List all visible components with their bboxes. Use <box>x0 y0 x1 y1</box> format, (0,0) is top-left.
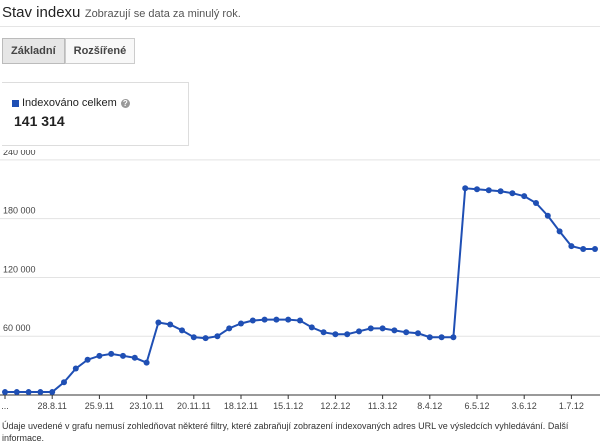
data-point <box>25 389 32 396</box>
y-tick-label: 240 000 <box>3 150 36 157</box>
data-point <box>308 324 315 331</box>
data-point <box>521 193 528 200</box>
data-point <box>143 359 150 366</box>
data-point <box>61 379 67 386</box>
x-tick-label: 11.3.12 <box>368 401 397 411</box>
data-point <box>49 389 56 396</box>
subtitle: Zobrazují se data za minulý rok. <box>84 8 241 20</box>
tab[interactable]: Rozšířené <box>64 38 136 64</box>
help-icon[interactable]: ? <box>120 98 130 108</box>
data-point <box>131 354 138 361</box>
legend-swatch <box>12 99 19 107</box>
y-tick-label: 120 000 <box>3 264 36 274</box>
x-tick-label: 6.5.12 <box>464 401 489 411</box>
data-point <box>202 335 209 342</box>
data-point <box>238 320 244 327</box>
data-point <box>249 317 256 324</box>
data-point <box>367 325 374 332</box>
data-point <box>226 325 233 332</box>
data-point <box>474 186 480 193</box>
data-point <box>320 329 327 336</box>
x-tick-label: 3.6.12 <box>512 401 537 411</box>
tabs: Základní Rozšířené <box>2 38 136 64</box>
data-point <box>462 185 469 192</box>
data-point <box>179 327 185 334</box>
data-point <box>167 321 174 328</box>
x-tick-label: 23.10.11 <box>129 401 163 411</box>
data-point <box>297 317 303 324</box>
data-point <box>509 190 516 197</box>
x-tick-label: 25.9.11 <box>85 401 114 411</box>
data-point <box>2 389 8 396</box>
x-tick-label: ... <box>1 401 9 411</box>
data-point <box>273 316 280 323</box>
header: Stav indexu Zobrazují se data za minulý … <box>2 4 241 22</box>
chart: 60 000 120 000 180 000 240 000... 28.8.11 25.… <box>0 150 600 411</box>
data-point <box>592 246 598 253</box>
footer-note: Údaje uvedené v grafu nemusí zohledňovat… <box>2 421 546 431</box>
data-point <box>84 356 91 363</box>
x-tick-label: 8.4.12 <box>417 401 442 411</box>
data-point <box>438 334 445 341</box>
y-tick-label: 180 000 <box>3 206 36 216</box>
data-point <box>37 389 44 396</box>
page-title: Stav indexu <box>2 4 81 21</box>
separator <box>0 26 600 27</box>
data-point <box>120 352 126 359</box>
link[interactable]: Další informace. <box>2 421 569 443</box>
data-point <box>285 316 292 323</box>
data-point <box>485 187 492 194</box>
summary-box: Indexováno celkem? 141 314 <box>2 82 189 146</box>
data-point <box>332 331 339 338</box>
total: 141 314 <box>14 113 65 129</box>
data-point <box>556 228 563 235</box>
data-point <box>72 365 79 372</box>
data-point <box>261 316 268 323</box>
legend-label: Indexováno celkem <box>22 97 117 109</box>
footer: Údaje uvedené v grafu nemusí zohledňovat… <box>2 420 592 444</box>
data-point <box>415 330 421 337</box>
data-point <box>544 212 551 219</box>
x-tick-label: 1.7.12 <box>559 401 584 411</box>
data-point <box>568 243 575 250</box>
data-point <box>533 200 539 206</box>
legend-entry[interactable]: Indexováno celkem? <box>12 97 130 109</box>
data-point <box>391 327 398 334</box>
x-tick-label: 28.8.11 <box>38 401 67 411</box>
data-point <box>379 325 386 332</box>
data-point <box>214 333 221 340</box>
data-point <box>96 352 103 359</box>
x-tick-label: 15.1.12 <box>273 401 303 411</box>
data-point <box>403 329 410 336</box>
tab[interactable]: Základní <box>2 38 65 64</box>
data-point <box>155 319 162 326</box>
data-point <box>580 246 587 253</box>
data-point <box>13 389 20 396</box>
x-tick-label: 20.11.11 <box>177 401 211 411</box>
x-tick-label: 18.12.11 <box>224 401 258 411</box>
data-point <box>426 334 433 341</box>
x-tick-label: 12.2.12 <box>320 401 350 411</box>
data-point <box>497 188 504 195</box>
data-point <box>108 350 115 357</box>
data-point <box>356 328 362 335</box>
data-point <box>344 331 351 338</box>
data-point <box>450 334 457 341</box>
y-tick-label: 60 000 <box>3 323 31 333</box>
data-point <box>190 334 197 341</box>
